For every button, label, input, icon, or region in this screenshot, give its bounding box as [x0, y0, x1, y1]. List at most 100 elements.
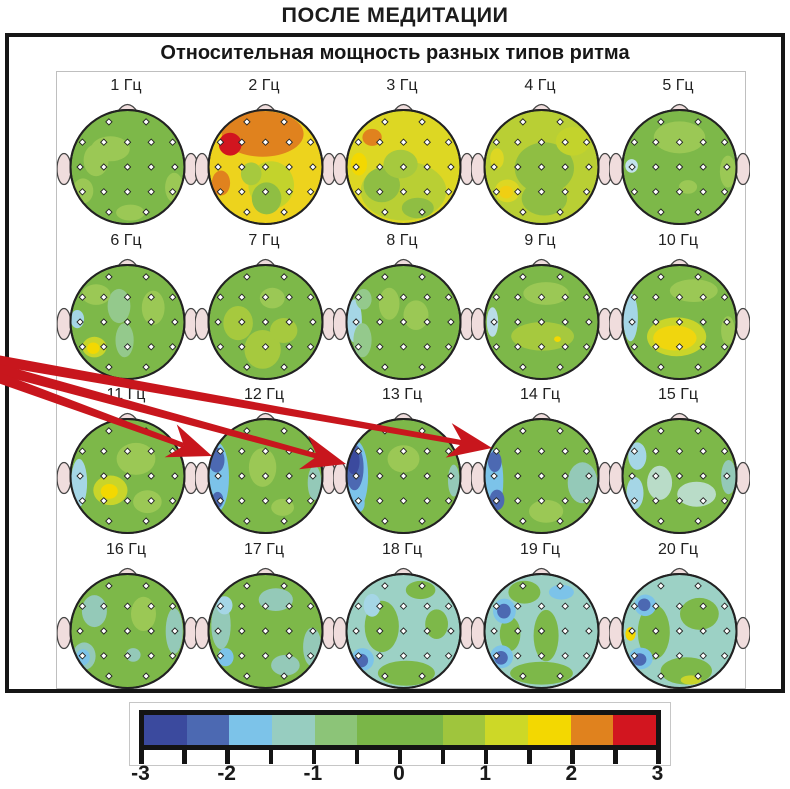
freq-label: 12 Гц	[243, 386, 285, 403]
electrode-icon	[561, 626, 569, 635]
ear-left-icon	[333, 461, 348, 495]
electrode-icon	[444, 188, 453, 196]
electrode-icon	[537, 472, 546, 480]
electrode-icon	[720, 188, 729, 196]
electrode-icon	[423, 342, 431, 351]
electrode-icon	[418, 517, 426, 525]
electrode-icon	[699, 472, 707, 480]
electrode-icon	[214, 472, 222, 480]
topomap-head-svg	[609, 258, 750, 380]
electrode-icon	[306, 601, 315, 610]
electrode-icon	[720, 342, 729, 351]
colorbar-tick-label: -3	[131, 762, 150, 785]
electrode-icon	[261, 651, 270, 660]
electrode-icon	[261, 497, 270, 505]
electrode-icon	[243, 272, 251, 281]
electrode-icon	[78, 497, 87, 505]
electrode-icon	[285, 626, 293, 635]
colorbar-segment	[442, 715, 486, 745]
colorbar-tick	[440, 750, 446, 764]
topomap-cell: 10 Гц	[609, 227, 750, 381]
electrode-icon	[376, 497, 384, 505]
electrode-icon	[285, 292, 293, 301]
electrode-icon	[490, 472, 498, 480]
electrode-icon	[585, 317, 593, 326]
electrode-icon	[243, 118, 251, 126]
electrode-icon	[556, 671, 564, 680]
colorbar-segment	[527, 715, 571, 745]
electrode-icon	[514, 138, 522, 146]
electrode-icon	[147, 472, 155, 480]
electrode-icon	[582, 651, 591, 660]
ear-left-icon	[609, 152, 624, 186]
electrode-icon	[285, 601, 293, 610]
electrode-icon	[238, 497, 246, 505]
electrode-icon	[78, 138, 87, 146]
electrode-icon	[306, 342, 315, 351]
electrode-icon	[376, 472, 384, 480]
electrode-icon	[238, 188, 246, 196]
electrode-icon	[537, 626, 546, 635]
colorbar-tick	[354, 750, 360, 764]
electrode-icon	[142, 272, 150, 281]
electrode-icon	[280, 517, 288, 525]
electrode-icon	[78, 292, 87, 301]
electrode-icon	[561, 472, 569, 480]
electrode-icon	[168, 188, 177, 196]
electrode-icon	[280, 118, 288, 126]
electrode-icon	[376, 163, 384, 171]
electrode-icon	[216, 292, 225, 301]
freq-label: 15 Гц	[657, 386, 699, 403]
electrode-icon	[171, 472, 179, 480]
electrode-icon	[537, 342, 546, 351]
electrode-icon	[238, 651, 246, 660]
ear-right-icon	[735, 152, 750, 186]
topomap-cell: 13 Гц	[333, 381, 474, 535]
electrode-icon	[105, 118, 113, 126]
electrode-icon	[492, 601, 501, 610]
electrode-icon	[418, 671, 426, 680]
electrode-icon	[399, 138, 408, 146]
electrode-icon	[261, 317, 270, 326]
electrode-icon	[444, 138, 453, 146]
electrode-icon	[171, 626, 179, 635]
electrode-icon	[381, 517, 389, 525]
electrode-icon	[675, 601, 684, 610]
electrode-icon	[561, 188, 569, 196]
electrode-icon	[628, 472, 636, 480]
electrode-icon	[561, 138, 569, 146]
electrode-icon	[216, 138, 225, 146]
electrode-icon	[100, 472, 108, 480]
freq-label: 1 Гц	[110, 77, 142, 94]
electrode-icon	[675, 626, 684, 635]
electrode-icon	[652, 342, 660, 351]
electrode-icon	[447, 317, 455, 326]
electrode-icon	[142, 517, 150, 525]
electrode-icon	[399, 188, 408, 196]
freq-label: 5 Гц	[662, 77, 694, 94]
freq-label: 10 Гц	[657, 231, 699, 249]
electrode-icon	[399, 626, 408, 635]
freq-label: 19 Гц	[519, 540, 561, 558]
electrode-icon	[168, 342, 177, 351]
ear-left-icon	[333, 616, 348, 649]
electrode-icon	[147, 188, 155, 196]
electrode-icon	[447, 626, 455, 635]
electrode-icon	[652, 138, 660, 146]
colorbar-segment	[186, 715, 230, 745]
topomap-cell: 16 Гц	[57, 536, 198, 690]
electrode-icon	[514, 601, 522, 610]
electrode-icon	[514, 342, 522, 351]
page-title: ПОСЛЕ МЕДИТАЦИИ	[281, 3, 509, 27]
electrode-icon	[216, 601, 225, 610]
electrode-icon	[78, 651, 87, 660]
electrode-icon	[537, 447, 546, 455]
electrode-icon	[582, 447, 591, 455]
electrode-icon	[694, 272, 702, 281]
electrode-icon	[142, 671, 150, 680]
electrode-icon	[261, 163, 270, 171]
colorbar-tick	[613, 750, 618, 764]
topomap-cell: 2 Гц	[195, 72, 336, 226]
electrode-icon	[399, 163, 408, 171]
freq-label: 7 Гц	[248, 231, 280, 249]
